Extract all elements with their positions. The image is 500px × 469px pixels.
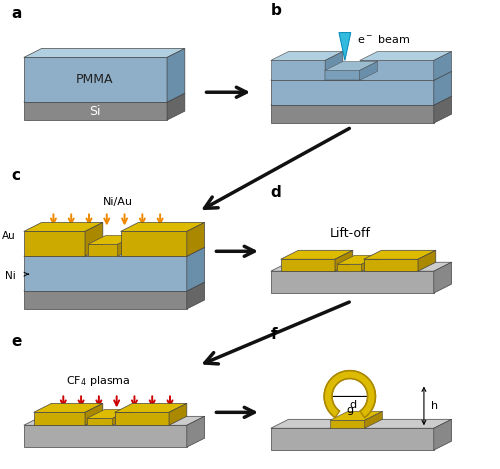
Polygon shape xyxy=(335,250,353,271)
Polygon shape xyxy=(87,409,130,418)
Polygon shape xyxy=(24,231,85,256)
Text: c: c xyxy=(11,168,20,183)
Polygon shape xyxy=(325,61,378,70)
Polygon shape xyxy=(187,247,204,291)
Polygon shape xyxy=(87,418,112,425)
Polygon shape xyxy=(24,416,204,425)
Text: PMMA: PMMA xyxy=(76,73,114,86)
Text: Lift-off: Lift-off xyxy=(330,227,370,240)
Polygon shape xyxy=(280,250,353,259)
Polygon shape xyxy=(337,264,361,271)
Polygon shape xyxy=(24,102,167,120)
Polygon shape xyxy=(24,291,187,309)
Polygon shape xyxy=(34,403,103,412)
Text: g: g xyxy=(346,405,354,416)
Polygon shape xyxy=(434,52,452,80)
Polygon shape xyxy=(24,247,204,256)
Polygon shape xyxy=(362,255,380,271)
Polygon shape xyxy=(364,411,382,428)
Text: CF$_4$ plasma: CF$_4$ plasma xyxy=(66,373,130,387)
Polygon shape xyxy=(418,250,436,271)
Text: e$^-$ beam: e$^-$ beam xyxy=(356,32,410,45)
Polygon shape xyxy=(364,259,418,271)
Polygon shape xyxy=(360,52,452,61)
Polygon shape xyxy=(169,403,187,425)
Polygon shape xyxy=(271,71,452,80)
Polygon shape xyxy=(271,96,452,105)
Polygon shape xyxy=(271,419,452,428)
Polygon shape xyxy=(167,48,185,102)
Polygon shape xyxy=(24,93,185,102)
Polygon shape xyxy=(271,80,434,105)
Text: Ni/Au: Ni/Au xyxy=(102,197,132,206)
Text: Si: Si xyxy=(89,105,101,118)
Polygon shape xyxy=(330,420,364,428)
Text: d: d xyxy=(349,401,356,410)
Text: Ni: Ni xyxy=(5,271,16,281)
Polygon shape xyxy=(360,61,378,80)
Polygon shape xyxy=(360,61,434,80)
Polygon shape xyxy=(271,52,343,61)
Polygon shape xyxy=(24,222,103,231)
Polygon shape xyxy=(434,262,452,293)
Polygon shape xyxy=(120,222,204,231)
Polygon shape xyxy=(114,403,187,412)
Polygon shape xyxy=(85,403,103,425)
Polygon shape xyxy=(271,271,434,293)
Text: e: e xyxy=(11,334,22,349)
Text: a: a xyxy=(11,6,22,21)
Polygon shape xyxy=(24,48,185,57)
Polygon shape xyxy=(24,256,187,291)
Polygon shape xyxy=(339,32,351,61)
Text: Au: Au xyxy=(2,231,16,242)
Polygon shape xyxy=(85,222,103,256)
Polygon shape xyxy=(24,57,167,102)
Polygon shape xyxy=(24,425,187,447)
Polygon shape xyxy=(325,70,360,80)
Polygon shape xyxy=(24,282,204,291)
Polygon shape xyxy=(112,409,130,425)
Polygon shape xyxy=(434,419,452,450)
Text: h: h xyxy=(431,401,438,411)
Polygon shape xyxy=(187,282,204,309)
Polygon shape xyxy=(187,222,204,256)
Polygon shape xyxy=(187,416,204,447)
Polygon shape xyxy=(337,255,380,264)
Polygon shape xyxy=(114,412,169,425)
Polygon shape xyxy=(280,259,335,271)
Text: b: b xyxy=(271,3,281,18)
Polygon shape xyxy=(88,244,118,256)
Text: d: d xyxy=(271,185,281,200)
Text: f: f xyxy=(271,327,278,342)
Polygon shape xyxy=(330,411,382,420)
Polygon shape xyxy=(34,412,85,425)
Polygon shape xyxy=(324,371,376,417)
Polygon shape xyxy=(167,93,185,120)
Polygon shape xyxy=(434,96,452,123)
Polygon shape xyxy=(88,235,136,244)
Polygon shape xyxy=(325,52,343,80)
Polygon shape xyxy=(271,428,434,450)
Polygon shape xyxy=(271,105,434,123)
Polygon shape xyxy=(118,235,136,256)
Polygon shape xyxy=(120,231,187,256)
Polygon shape xyxy=(271,61,325,80)
Polygon shape xyxy=(434,71,452,105)
Polygon shape xyxy=(364,250,436,259)
Polygon shape xyxy=(271,262,452,271)
